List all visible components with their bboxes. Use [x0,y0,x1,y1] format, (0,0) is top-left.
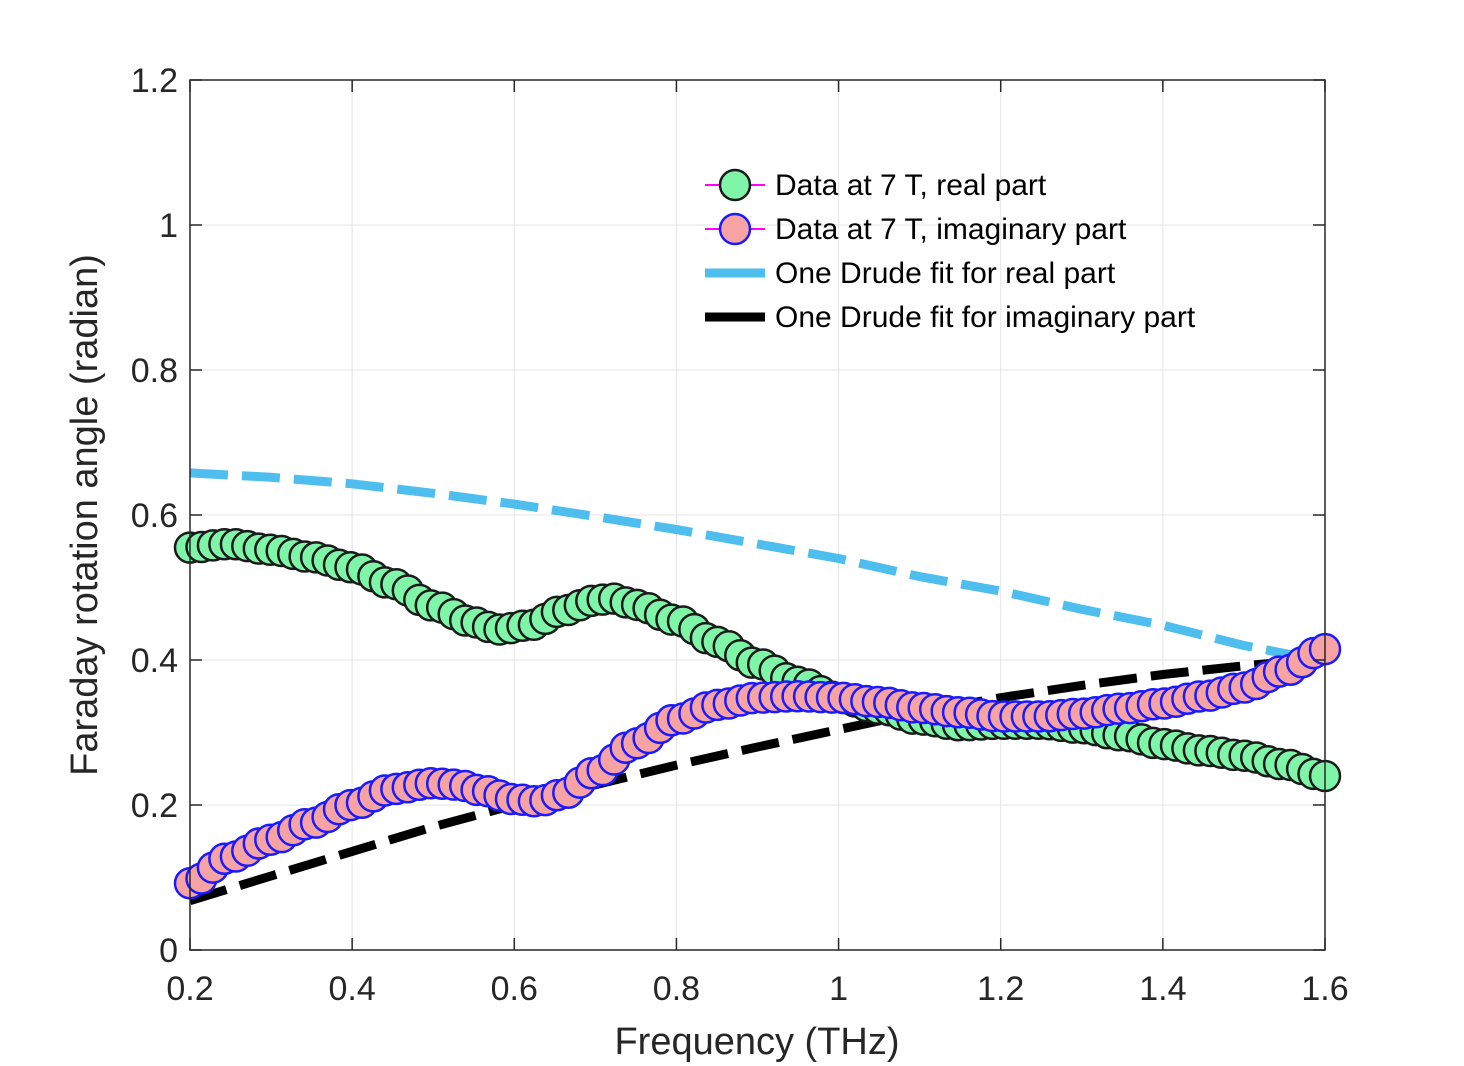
data-markers [173,527,1342,900]
x-tick-label: 0.4 [329,970,376,1008]
x-axis-label: Frequency (THz) [614,1021,899,1063]
y-tick-label: 1.2 [131,62,178,100]
fit-lines [188,468,1326,906]
x-tick-label: 1.4 [1139,970,1186,1008]
x-tick-label: 1 [829,970,848,1008]
legend-label-3: One Drude fit for imaginary part [775,301,1196,334]
legend: Data at 7 T, real part Data at 7 T, imagi… [705,168,1196,334]
y-axis-label: Faraday rotation angle (radian) [64,254,106,776]
series-line-2 [189,468,1326,666]
x-tick-label: 0.6 [491,970,538,1008]
y-tick-label: 0.8 [131,352,178,390]
y-tick-label: 0 [159,932,178,970]
x-tick-label: 0.2 [166,970,213,1008]
x-tick-label: 0.8 [653,970,700,1008]
x-tick-label: 1.2 [977,970,1024,1008]
legend-marker-1 [718,212,752,246]
series-line-3 [188,654,1326,906]
y-tick-label: 0.4 [131,642,178,680]
axis-ticks: 0.2 0.4 0.6 0.8 1 1.2 1.4 1.600.20.40.60.811.2 [131,62,1349,1008]
legend-marker-0 [718,168,752,202]
x-tick-label: 1.6 [1301,970,1348,1008]
y-tick-label: 0.6 [131,497,178,535]
legend-label-0: Data at 7 T, real part [775,169,1047,202]
y-tick-label: 1 [159,207,178,245]
y-tick-label: 0.2 [131,787,178,825]
legend-label-1: Data at 7 T, imaginary part [775,213,1127,246]
legend-label-2: One Drude fit for real part [775,257,1116,290]
